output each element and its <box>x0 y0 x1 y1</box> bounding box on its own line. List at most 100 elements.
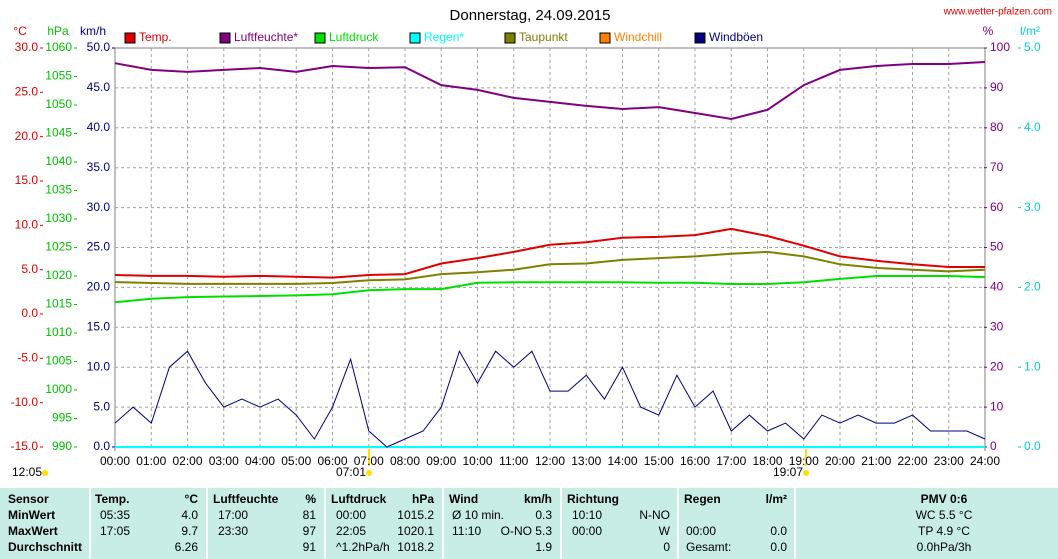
table-cell: 0.0 <box>770 524 787 538</box>
y-tick-label: 1010 <box>45 325 72 339</box>
axis-unit-label: hPa <box>47 24 69 38</box>
x-tick-label: 00:00 <box>100 454 130 468</box>
table-cell: 00:00 <box>336 508 366 522</box>
table-cell: Ø 10 min. <box>452 508 504 522</box>
x-tick-label: 09:00 <box>426 454 456 468</box>
y-tick-label: 40.0 <box>87 120 111 134</box>
x-tick-label: 19:00 <box>789 454 819 468</box>
table-cell: 0.3 <box>535 508 552 522</box>
legend-swatch <box>694 32 706 44</box>
y-tick-label: 20.0 <box>87 280 111 294</box>
y-tick-label: 30 <box>990 319 1004 333</box>
table-cell: 17:00 <box>218 508 248 522</box>
y-tick-label: 0.0 <box>1024 439 1041 453</box>
table-header: Luftdruck <box>331 492 387 506</box>
y-tick-label: 1020 <box>45 268 72 282</box>
sunrise-time: 07:01 <box>336 465 366 479</box>
x-tick-label: 17:00 <box>716 454 746 468</box>
y-tick-label: 1005 <box>45 354 72 368</box>
x-tick-label: 08:00 <box>390 454 420 468</box>
legend-label: Temp. <box>139 30 172 44</box>
legend-swatch <box>124 32 136 44</box>
table-cell: 81 <box>303 508 317 522</box>
axis-unit-label: % <box>983 24 994 38</box>
table-cell-bg <box>208 488 324 559</box>
table-header: hPa <box>412 492 434 506</box>
table-cell: 1.9 <box>535 540 552 554</box>
y-tick-label: 45.0 <box>87 80 111 94</box>
axis-unit-label: °C <box>13 24 27 38</box>
legend-label: Windchill <box>614 30 662 44</box>
x-tick-label: 20:00 <box>825 454 855 468</box>
table-cell: N-NO <box>639 508 670 522</box>
table-cell-bg <box>326 488 442 559</box>
table-cell: O-NO 5.3 <box>501 524 553 538</box>
table-header: Luftfeuchte <box>213 492 279 506</box>
sun-icon <box>366 470 372 476</box>
y-tick-label: 3.0 <box>1024 200 1041 214</box>
series-line <box>114 250 986 285</box>
sun-icon <box>803 470 809 476</box>
y-tick-label: 5.0 <box>93 399 110 413</box>
table-cell: 10:10 <box>572 508 602 522</box>
y-tick-label: 80 <box>990 120 1004 134</box>
y-tick-label: 1045 <box>45 126 72 140</box>
legend-label: Windböen <box>709 30 763 44</box>
x-tick-label: 21:00 <box>861 454 891 468</box>
table-cell: W <box>659 524 671 538</box>
table-cell: 0.0hPa/3h <box>917 540 972 554</box>
legend-swatch <box>504 32 516 44</box>
y-tick-label: 25.0 <box>15 85 39 99</box>
x-tick-label: 05:00 <box>281 454 311 468</box>
y-tick-label: 5.0 <box>21 262 38 276</box>
legend-swatch <box>219 32 231 44</box>
series-line <box>114 349 986 448</box>
source-label: www.wetter-pfalzen.com <box>943 7 1052 18</box>
table-header: Regen <box>684 492 721 506</box>
x-tick-label: 23:00 <box>934 454 964 468</box>
y-tick-label: -15.0 <box>11 439 39 453</box>
x-tick-label: 18:00 <box>752 454 782 468</box>
table-cell: 1018.2 <box>397 540 434 554</box>
y-tick-label: 1025 <box>45 240 72 254</box>
y-tick-label: 50.0 <box>87 40 111 54</box>
table-cell: 00:00 <box>686 524 716 538</box>
table-header: Temp. <box>95 492 129 506</box>
legend-label: Regen* <box>424 30 464 44</box>
legend-label: Taupunkt <box>519 30 568 44</box>
y-tick-label: 5.0 <box>1024 40 1041 54</box>
table-header: % <box>305 492 316 506</box>
x-tick-label: 03:00 <box>209 454 239 468</box>
y-tick-label: 1.0 <box>1024 359 1041 373</box>
table-cell: 00:00 <box>572 524 602 538</box>
y-tick-label: 1000 <box>45 382 72 396</box>
x-tick-label: 22:00 <box>897 454 927 468</box>
y-tick-label: 10.0 <box>87 359 111 373</box>
table-header: km/h <box>524 492 552 506</box>
x-tick-label: 24:00 <box>970 454 1000 468</box>
table-cell: 23:30 <box>218 524 248 538</box>
chart-title: Donnerstag, 24.09.2015 <box>450 7 611 24</box>
axis-unit-label: l/m² <box>1020 24 1040 38</box>
y-tick-label: 15.0 <box>15 173 39 187</box>
y-tick-label: 20.0 <box>15 129 39 143</box>
y-tick-label: 0.0 <box>93 439 110 453</box>
table-header: Sensor <box>8 492 49 506</box>
table-header: PMV 0:6 <box>921 492 968 506</box>
table-header: l/m² <box>766 492 787 506</box>
table-cell-bg <box>91 488 206 559</box>
table-cell: 9.7 <box>181 524 198 538</box>
table-cell: 11:10 <box>452 524 481 538</box>
x-tick-label: 13:00 <box>571 454 601 468</box>
series-line <box>114 227 985 279</box>
y-tick-label: 1015 <box>45 297 72 311</box>
row-label: MinWert <box>8 508 55 522</box>
x-tick-label: 06:00 <box>317 454 347 468</box>
y-tick-label: -5.0 <box>17 351 38 365</box>
table-cell: 0.0 <box>770 540 787 554</box>
table-cell: 0 <box>663 540 670 554</box>
table-cell-bg <box>0 488 89 559</box>
table-cell-bg <box>562 488 677 559</box>
y-tick-label: 0.0 <box>21 306 38 320</box>
